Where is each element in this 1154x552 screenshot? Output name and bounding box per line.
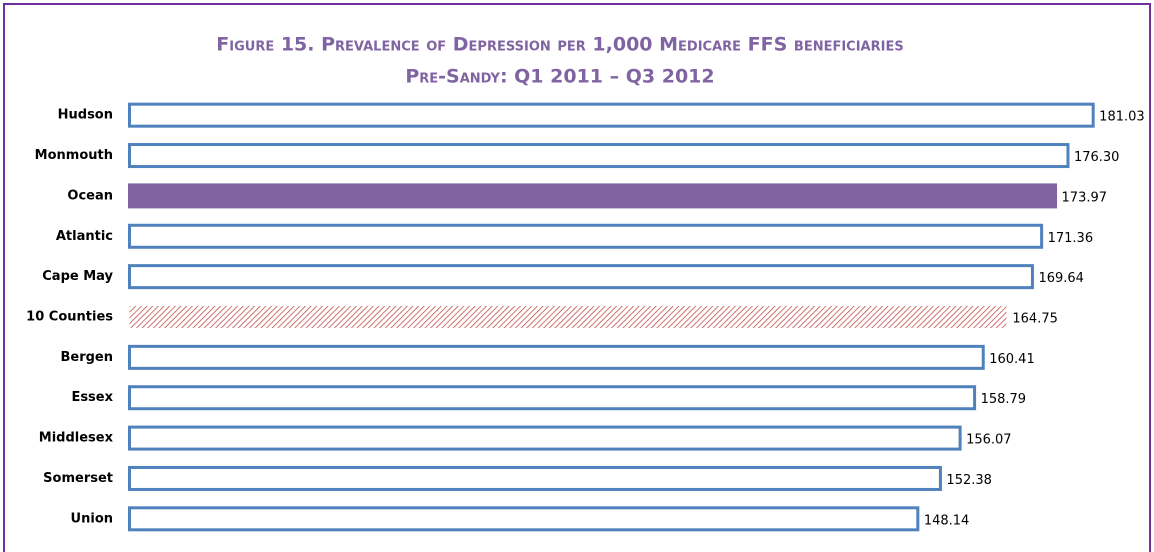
- bar: [128, 465, 942, 491]
- chart-subtitle: Pre-Sandy: Q1 2011 – Q3 2012: [405, 66, 714, 88]
- bar: [128, 223, 1044, 249]
- y-tick-label: Bergen: [60, 350, 113, 365]
- bar: [128, 344, 985, 370]
- bar: [128, 264, 1034, 290]
- y-tick-label: 10 Counties: [26, 310, 113, 325]
- y-tick-label: Hudson: [58, 108, 113, 123]
- frame: [3, 3, 1151, 552]
- bar: [128, 183, 1058, 209]
- y-tick-label: Monmouth: [35, 148, 113, 163]
- y-tick-label: Ocean: [67, 188, 113, 203]
- value-label: 176.30: [1074, 150, 1120, 165]
- bar: [129, 306, 1007, 328]
- bar: [128, 425, 962, 451]
- value-label: 173.97: [1062, 190, 1108, 205]
- value-label: 158.79: [981, 392, 1027, 407]
- value-label: 160.41: [989, 352, 1034, 367]
- y-tick-label: Essex: [71, 390, 113, 405]
- value-label: 181.03: [1099, 110, 1145, 125]
- y-tick-label: Cape May: [42, 269, 113, 284]
- chart-title: Figure 15. Prevalence of Depression per …: [216, 34, 903, 56]
- bar: [128, 506, 920, 532]
- value-label: 169.64: [1038, 271, 1084, 286]
- y-tick-label: Somerset: [43, 471, 113, 486]
- value-label: 164.75: [1012, 312, 1058, 327]
- y-tick-label: Union: [71, 511, 113, 526]
- y-tick-label: Atlantic: [56, 229, 113, 244]
- value-label: 152.38: [946, 473, 992, 488]
- value-label: 148.14: [924, 513, 970, 528]
- value-label: 171.36: [1048, 231, 1094, 246]
- bar: [128, 102, 1095, 128]
- y-tick-label: Middlesex: [39, 431, 114, 446]
- bar: [128, 143, 1070, 169]
- value-label: 156.07: [966, 433, 1012, 448]
- bar: [128, 385, 977, 411]
